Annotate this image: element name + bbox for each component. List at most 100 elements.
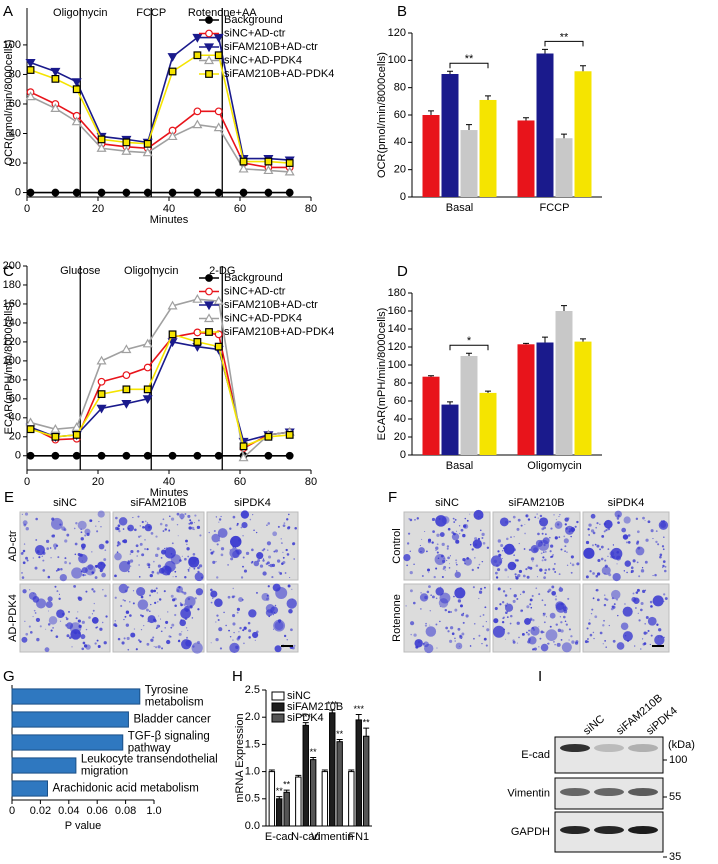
marker — [26, 425, 35, 434]
cell — [268, 564, 270, 567]
cell — [474, 557, 476, 559]
cell — [122, 599, 125, 601]
y-axis-label: mRNA Expression — [234, 713, 246, 802]
cell — [454, 608, 458, 612]
cell — [215, 621, 217, 623]
cell — [503, 543, 515, 555]
cell — [555, 601, 565, 611]
cell — [137, 639, 140, 642]
cell — [504, 638, 506, 640]
panel-label: F — [388, 489, 397, 506]
cell — [650, 529, 654, 533]
cell — [527, 637, 532, 641]
marker — [214, 188, 223, 197]
cell — [95, 626, 98, 629]
bar — [536, 53, 554, 197]
x-tick-label: Vimentin — [311, 831, 354, 843]
cell — [272, 614, 274, 616]
legend-label: siFAM210B+AD-ctr — [224, 299, 318, 311]
cell — [273, 550, 276, 553]
cell — [570, 635, 573, 638]
cell — [510, 536, 512, 539]
bar — [362, 735, 370, 827]
cell — [436, 543, 439, 546]
cell — [189, 521, 193, 525]
cell — [605, 646, 607, 648]
marker — [239, 188, 248, 197]
marker — [122, 451, 131, 460]
cell — [459, 586, 463, 590]
cell — [549, 550, 552, 553]
cell — [645, 616, 649, 619]
cell — [419, 545, 421, 547]
cell — [228, 629, 230, 632]
cell — [524, 524, 526, 526]
significance: *** — [300, 712, 311, 722]
cell — [58, 597, 61, 600]
cell — [90, 519, 93, 522]
cell — [156, 600, 159, 603]
cell — [29, 631, 33, 634]
column-label: siNC — [53, 497, 77, 509]
cell — [256, 552, 264, 560]
cell — [87, 564, 94, 570]
significance: ** — [363, 717, 371, 727]
bar — [517, 344, 535, 455]
cell — [283, 634, 287, 638]
cell — [210, 590, 218, 598]
cell — [245, 551, 250, 556]
cell — [589, 619, 591, 621]
cell — [479, 529, 482, 532]
cell — [236, 524, 239, 527]
cell — [21, 576, 25, 579]
cell — [570, 535, 572, 538]
cell — [584, 640, 588, 644]
cell — [542, 537, 550, 545]
cell — [24, 512, 29, 516]
cell — [71, 567, 83, 579]
cell — [156, 571, 160, 575]
cell — [564, 545, 567, 548]
cell — [516, 621, 520, 625]
cell — [241, 598, 244, 601]
cell — [647, 629, 650, 632]
x-tick-label: 60 — [234, 476, 246, 488]
cell — [114, 596, 117, 599]
error-bar — [348, 769, 355, 772]
cell — [472, 586, 475, 589]
cell — [611, 589, 621, 600]
cell — [564, 620, 567, 623]
cell — [220, 515, 222, 518]
cell — [195, 588, 204, 596]
cell — [526, 631, 528, 634]
cell — [640, 569, 645, 573]
cell — [36, 637, 40, 642]
cell — [435, 549, 437, 551]
marker — [26, 451, 35, 460]
cell — [536, 576, 538, 578]
cell — [559, 514, 561, 516]
cell — [171, 542, 174, 545]
cell — [236, 549, 242, 555]
cell — [252, 631, 259, 639]
cell — [35, 617, 41, 623]
lane-label: siNC — [581, 713, 607, 738]
cell — [158, 615, 160, 617]
cell — [588, 534, 590, 536]
cell — [449, 639, 453, 643]
cell — [447, 556, 450, 560]
cell — [649, 600, 653, 604]
cell — [286, 553, 290, 556]
cell — [506, 602, 508, 605]
cell — [444, 569, 446, 571]
y-tick-label: 40 — [394, 413, 406, 425]
cell — [627, 534, 631, 537]
cell — [236, 611, 239, 614]
cell — [517, 574, 521, 578]
cell — [208, 531, 210, 534]
cell — [494, 571, 498, 575]
cell — [633, 597, 640, 605]
cell — [22, 561, 26, 565]
cell — [662, 560, 666, 563]
cell — [569, 562, 572, 564]
